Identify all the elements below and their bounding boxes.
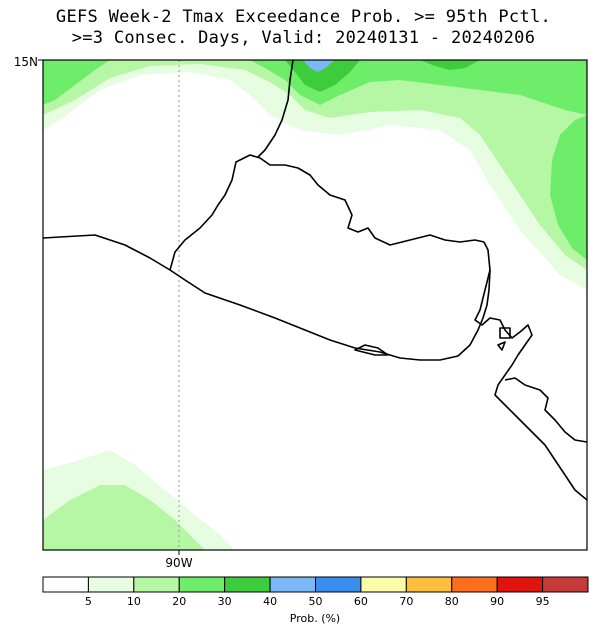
map-frame xyxy=(42,59,588,551)
colorbar-tick-label: 60 xyxy=(354,595,368,608)
colorbar-tick-label: 20 xyxy=(172,595,186,608)
prob-area-30-40-top-right xyxy=(420,60,480,70)
el-salvador-border xyxy=(169,154,485,271)
guatemala-north-border xyxy=(43,234,491,361)
map-subtitle: >=3 Consec. Days, Valid: 20240131 - 2024… xyxy=(71,28,536,48)
colorbar-swatch xyxy=(269,576,317,593)
map-title: GEFS Week-2 Tmax Exceedance Prob. >= 95t… xyxy=(55,7,552,27)
colorbar-swatch xyxy=(87,576,135,593)
colorbar-tick-label: 70 xyxy=(399,595,413,608)
honduras-north-border xyxy=(257,60,294,158)
colorbar-tick-label: 95 xyxy=(536,595,550,608)
colorbar-swatch xyxy=(542,576,589,593)
colorbar-swatch xyxy=(315,576,362,593)
prob-area-40-50-top xyxy=(303,60,335,72)
prob-area-20-30-top xyxy=(43,60,110,105)
colorbar-tick-label: 80 xyxy=(445,595,459,608)
prob-area-20-30-right xyxy=(550,115,587,260)
colorbar-tick-label: 90 xyxy=(490,595,504,608)
lon-label-90w: 90W xyxy=(165,556,192,570)
gulf-of-fonseca-coast xyxy=(474,269,587,501)
colorbar-swatch xyxy=(451,576,498,593)
nicaragua-north-coast xyxy=(504,377,587,443)
prob-area-10-20-bottom xyxy=(43,485,205,550)
colorbar-swatch xyxy=(133,576,180,593)
prob-area-30-40-top xyxy=(285,60,360,92)
colorbar-tick-label: 50 xyxy=(309,595,323,608)
colorbar-tick-label: 5 xyxy=(85,595,92,608)
coast-islands xyxy=(354,327,511,356)
coastlines-borders xyxy=(43,60,587,501)
colorbar-tick-label: 10 xyxy=(127,595,141,608)
probability-field xyxy=(43,60,587,550)
colorbar: 5 10 20 30 40 50 60 70 80 90 95 xyxy=(42,576,589,608)
colorbar-label: Prob. (%) xyxy=(290,612,340,625)
colorbar-swatch xyxy=(360,576,407,593)
colorbar-swatch xyxy=(224,576,271,593)
colorbar-swatch xyxy=(42,576,89,593)
colorbar-swatch xyxy=(496,576,544,593)
prob-area-5-10-top xyxy=(43,60,587,290)
prob-area-10-20-top xyxy=(43,60,587,270)
colorbar-tick-label: 30 xyxy=(218,595,232,608)
colorbar-tick-label: 40 xyxy=(263,595,277,608)
colorbar-swatch xyxy=(178,576,226,593)
colorbar-swatch xyxy=(405,576,453,593)
lat-label-15n: 15N xyxy=(14,55,38,69)
